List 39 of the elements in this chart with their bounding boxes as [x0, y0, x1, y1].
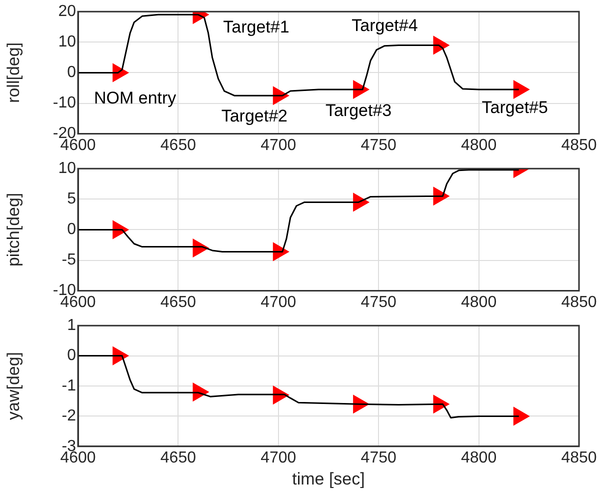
- y-tick-label: 20: [58, 3, 76, 20]
- x-tick-label: 4850: [561, 449, 597, 466]
- y-tick-label: 5: [67, 190, 76, 208]
- annotation: Target#4: [352, 16, 418, 35]
- annotation: Target#2: [221, 106, 288, 126]
- y-tick-label: -2: [62, 408, 76, 425]
- point: [513, 80, 530, 100]
- x-tick-label: 4800: [461, 449, 497, 466]
- y-tick-label: -1: [62, 377, 76, 394]
- y-tick-label: 10: [58, 160, 76, 178]
- annotation: NOM entry: [94, 88, 177, 108]
- x-tick-label: 4750: [360, 294, 396, 311]
- annotation: Target#5: [482, 98, 548, 118]
- y-tick-label: 0: [67, 64, 76, 82]
- y-axis-title: yaw[deg]: [4, 352, 23, 420]
- annotation: Target#3: [325, 101, 392, 120]
- x-tick-label: 4800: [461, 294, 497, 311]
- x-tick-label: 4700: [260, 294, 296, 311]
- x-tick-label: 4850: [561, 294, 597, 311]
- y-axis-title: roll[deg]: [4, 42, 23, 103]
- y-axis-title: pitch[deg]: [4, 192, 23, 267]
- x-tick-label: 4700: [260, 449, 296, 466]
- x-tick-label: 4650: [160, 294, 196, 311]
- x-tick-label: 4800: [461, 136, 497, 154]
- point: [513, 406, 530, 426]
- y-tick-label: 10: [58, 34, 76, 51]
- x-tick-label: 4700: [260, 136, 296, 154]
- y-tick-label: -5: [62, 252, 76, 269]
- y-tick-label: -10: [52, 94, 76, 112]
- x-tick-label: 4750: [360, 136, 396, 154]
- annotation: Target#1: [223, 17, 290, 36]
- y-tick-label: 1: [67, 317, 76, 334]
- x-tick-label: 4650: [160, 449, 196, 466]
- x-tick-label: 4750: [360, 449, 396, 466]
- x-tick-label: 4650: [160, 136, 196, 154]
- x-tick-label: 4850: [561, 136, 597, 154]
- y-tick-label: 0: [67, 221, 76, 238]
- x-axis-title: time [sec]: [292, 469, 365, 488]
- y-tick-label: 0: [67, 347, 76, 364]
